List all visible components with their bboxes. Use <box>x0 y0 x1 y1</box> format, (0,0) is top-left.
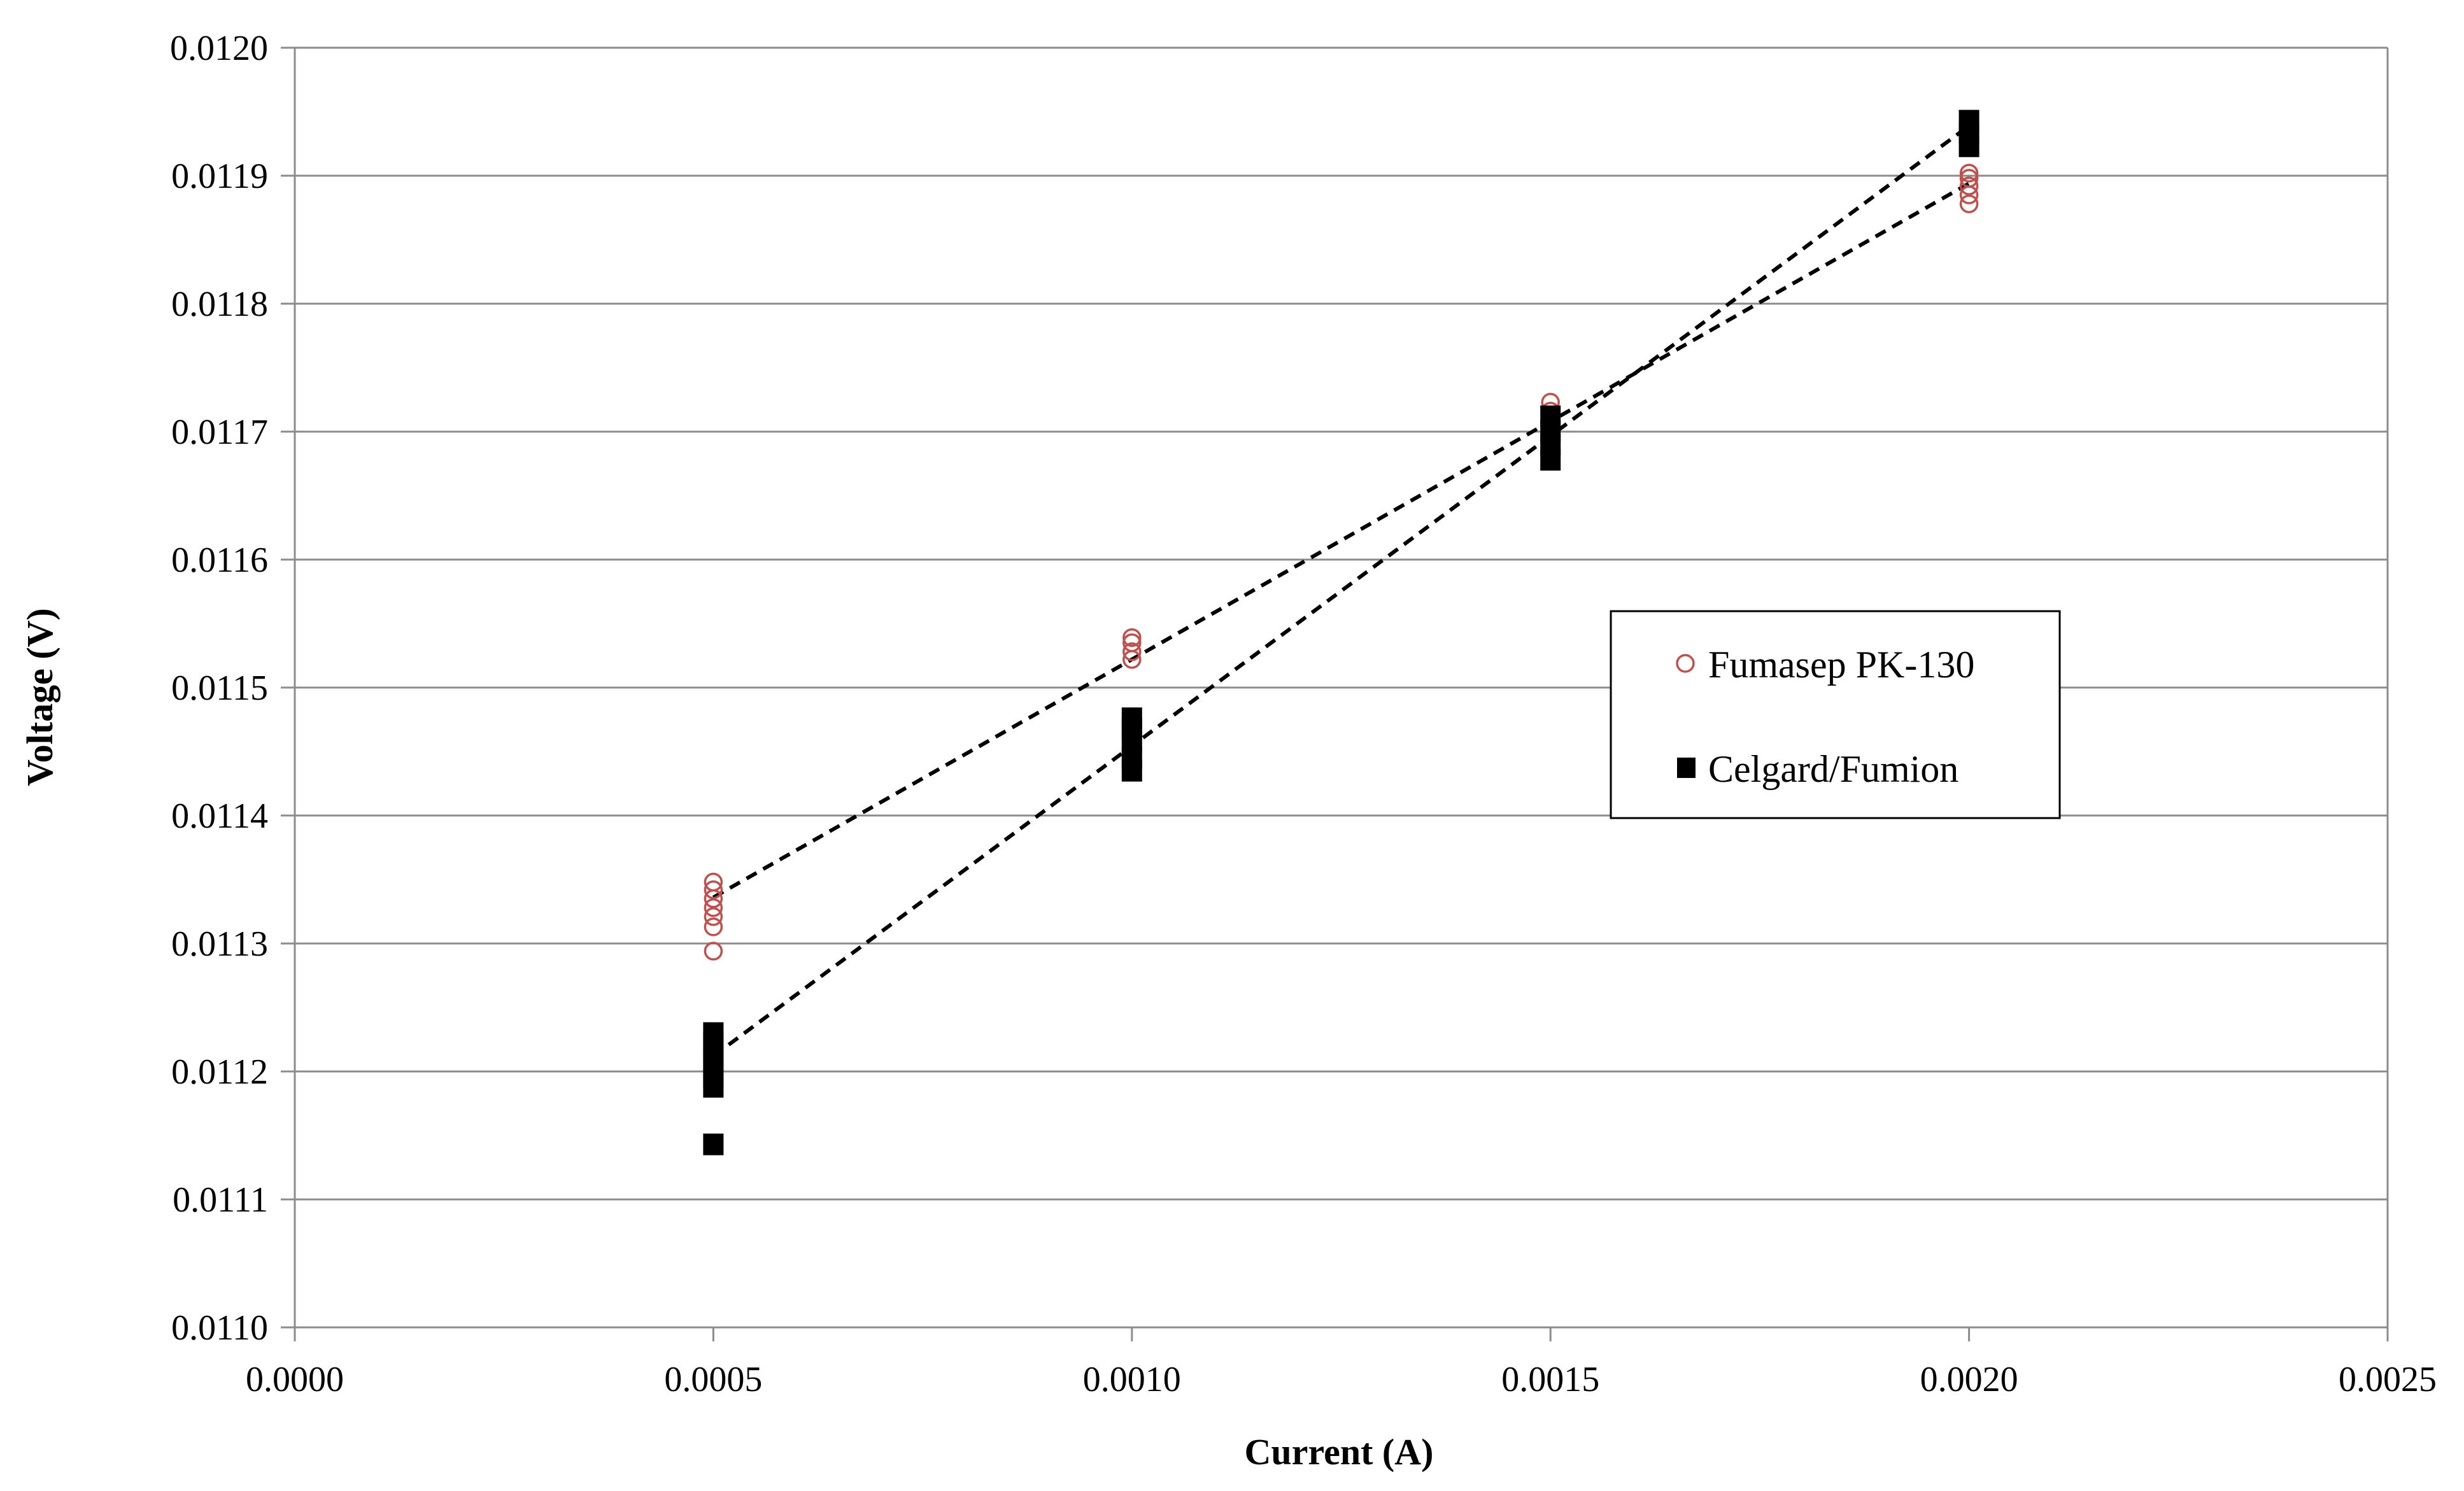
y-tick-label: 0.0116 <box>171 541 268 580</box>
legend-marker-celgard <box>1677 758 1696 778</box>
y-tick-label: 0.0117 <box>171 413 268 452</box>
data-point-fumasep <box>1122 633 1142 653</box>
y-tick-label: 0.0120 <box>170 29 268 68</box>
data-point-fumasep <box>704 898 723 917</box>
data-point-fumasep <box>704 880 723 900</box>
x-tick-label: 0.0005 <box>664 1360 762 1399</box>
trendline-series-0 <box>712 181 1971 900</box>
data-point-fumasep <box>704 907 723 926</box>
data-point-celgard <box>1121 707 1142 730</box>
x-tick-label: 0.0025 <box>2339 1360 2437 1399</box>
legend-marker-fumasep <box>1676 654 1695 673</box>
axes <box>281 46 2389 1341</box>
y-tick-label: 0.0110 <box>171 1308 268 1348</box>
y-tick-label: 0.0114 <box>171 796 268 836</box>
data-point-fumasep <box>704 917 723 936</box>
legend: Fumasep PK-130 Celgard/Fumion <box>1610 610 2061 819</box>
data-point-fumasep <box>1122 642 1142 661</box>
y-tick-label: 0.0113 <box>171 924 268 964</box>
data-point-celgard <box>703 1133 724 1155</box>
data-point-celgard <box>1958 110 1979 132</box>
y-axis-title: Voltage (V) <box>19 608 60 786</box>
tick-labels: 0.0110 0.0111 0.0112 0.0113 0.0114 0.0115 0.01… <box>170 29 2437 1399</box>
x-tick-label: 0.0000 <box>246 1360 344 1399</box>
data-point-fumasep <box>1959 169 1979 188</box>
data-point-fumasep <box>1122 628 1142 647</box>
data-points <box>703 110 1979 1155</box>
legend-label-celgard: Celgard/Fumion <box>1708 748 1958 790</box>
legend-label-fumasep: Fumasep PK-130 <box>1708 644 1974 686</box>
y-tick-label: 0.0119 <box>171 157 268 196</box>
x-tick-label: 0.0020 <box>1920 1360 2018 1399</box>
legend-box <box>1610 610 2061 819</box>
x-tick-label: 0.0010 <box>1083 1360 1181 1399</box>
data-point-fumasep <box>1959 176 1979 195</box>
data-point-celgard <box>703 1022 724 1044</box>
data-point-celgard <box>1540 405 1561 427</box>
trendline-series-1 <box>712 124 1971 1058</box>
y-tick-label: 0.0115 <box>171 668 268 708</box>
y-tick-label: 0.0111 <box>173 1180 268 1220</box>
gridlines <box>295 46 2388 1201</box>
data-point-fumasep <box>704 942 723 961</box>
data-point-fumasep <box>1959 164 1979 183</box>
data-point-fumasep <box>1959 194 1979 213</box>
x-tick-label: 0.0015 <box>1501 1360 1599 1399</box>
trendlines <box>712 124 1971 1058</box>
y-tick-label: 0.0118 <box>171 285 268 324</box>
x-axis-title: Current (A) <box>1245 1431 1434 1473</box>
data-point-fumasep <box>704 872 723 892</box>
y-tick-label: 0.0112 <box>171 1052 268 1092</box>
